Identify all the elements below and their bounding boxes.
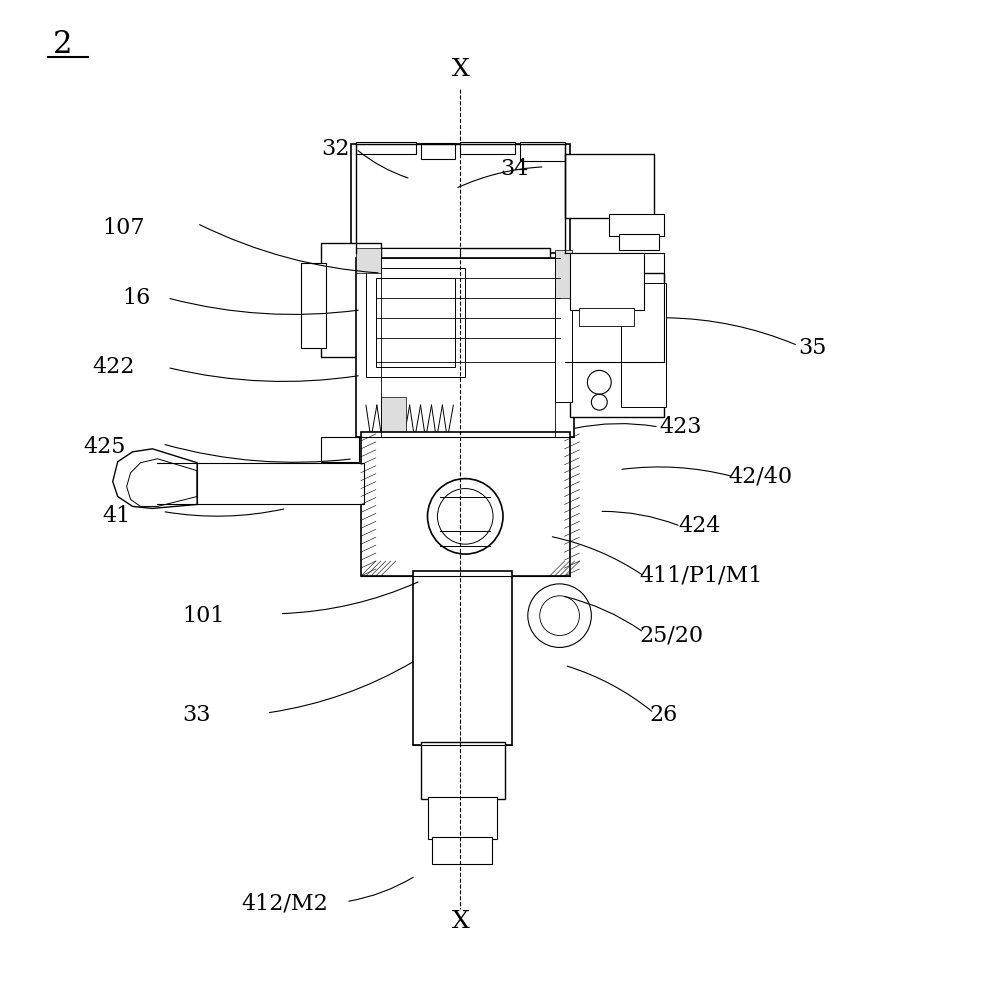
Bar <box>413 571 512 745</box>
Bar <box>361 432 570 576</box>
Bar <box>321 437 359 462</box>
Text: X: X <box>451 58 469 81</box>
Text: 412/M2: 412/M2 <box>242 893 329 915</box>
Text: 101: 101 <box>182 605 225 627</box>
Bar <box>351 144 570 253</box>
Text: 424: 424 <box>679 515 721 537</box>
Bar <box>619 234 659 250</box>
Bar <box>421 143 455 159</box>
Text: 26: 26 <box>649 704 677 726</box>
Text: 41: 41 <box>103 505 131 527</box>
Text: 422: 422 <box>93 356 135 378</box>
Bar <box>570 273 664 417</box>
Text: 411/P1/M1: 411/P1/M1 <box>639 565 762 587</box>
Text: 35: 35 <box>798 337 826 358</box>
Bar <box>301 263 326 348</box>
Bar <box>460 142 515 154</box>
Text: 33: 33 <box>182 704 211 726</box>
Bar <box>197 463 364 504</box>
Text: 25/20: 25/20 <box>639 625 703 646</box>
Text: 16: 16 <box>123 287 151 309</box>
Bar <box>381 397 406 437</box>
Bar <box>570 253 644 310</box>
Bar <box>376 278 455 367</box>
Text: 34: 34 <box>500 158 528 180</box>
Bar <box>356 142 416 154</box>
Text: 423: 423 <box>659 416 701 438</box>
Bar <box>520 142 565 161</box>
Bar <box>428 797 497 839</box>
Bar <box>555 288 572 402</box>
Bar <box>321 243 381 357</box>
Text: 2: 2 <box>53 29 73 61</box>
Bar <box>366 268 465 377</box>
Bar <box>621 283 666 407</box>
Bar <box>421 742 505 799</box>
Bar <box>579 308 634 326</box>
Bar <box>381 248 460 258</box>
Bar <box>356 258 574 437</box>
Text: 107: 107 <box>103 217 145 239</box>
Bar <box>371 248 550 278</box>
Text: 425: 425 <box>83 436 125 458</box>
Text: 32: 32 <box>321 138 350 160</box>
Bar <box>356 248 381 273</box>
Bar <box>565 154 654 218</box>
Bar <box>555 250 572 298</box>
Bar <box>609 214 664 236</box>
Bar <box>432 837 492 864</box>
Text: 42/40: 42/40 <box>728 466 793 488</box>
Text: X: X <box>451 910 469 933</box>
